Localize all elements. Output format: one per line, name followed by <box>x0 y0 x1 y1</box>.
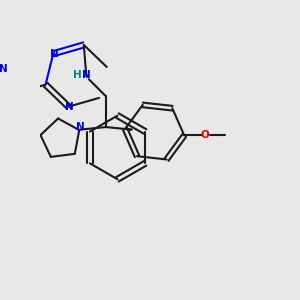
Text: N: N <box>50 49 58 59</box>
Text: N: N <box>82 70 91 80</box>
Text: O: O <box>200 130 209 140</box>
Text: N: N <box>76 122 85 132</box>
Text: N: N <box>0 64 8 74</box>
Text: N: N <box>65 102 74 112</box>
Text: H: H <box>73 70 82 80</box>
